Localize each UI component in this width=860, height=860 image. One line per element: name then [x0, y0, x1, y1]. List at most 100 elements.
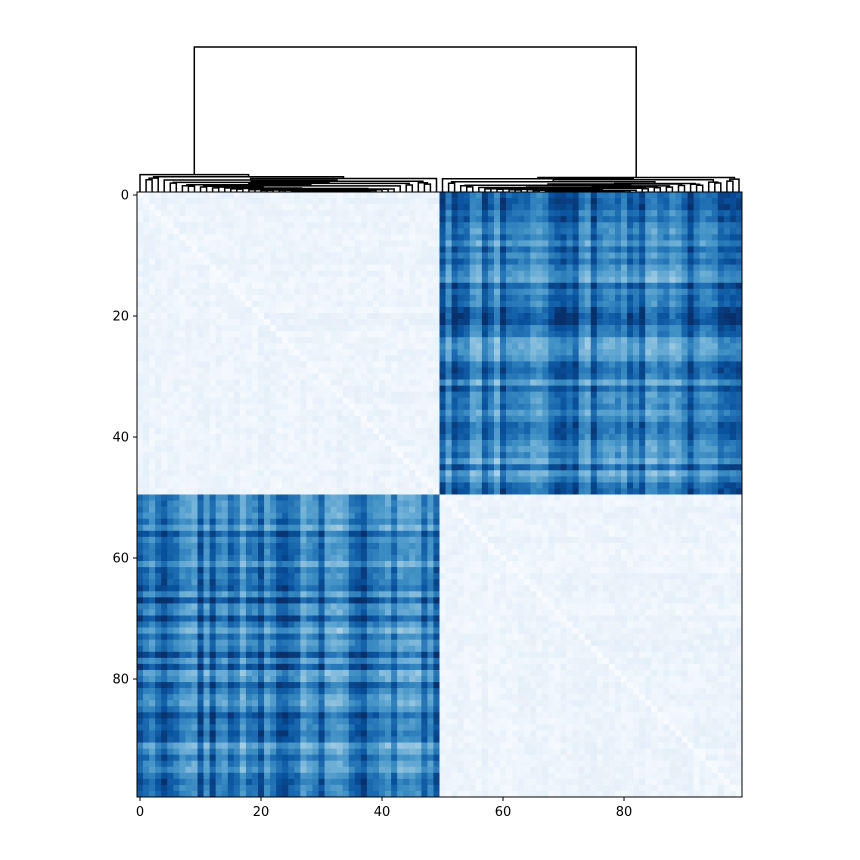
heatmap-cell: [185, 300, 192, 308]
heatmap-cell: [590, 361, 598, 368]
heatmap-cell: [372, 415, 380, 423]
heatmap-cell: [669, 458, 676, 465]
heatmap-cell: [282, 385, 289, 392]
heatmap-cell: [155, 397, 162, 405]
heatmap-cell: [705, 409, 713, 417]
heatmap-cell: [306, 373, 313, 380]
heatmap-cell: [530, 343, 537, 350]
heatmap-cell: [566, 355, 573, 362]
heatmap-cell: [391, 446, 398, 453]
heatmap-cell: [457, 434, 465, 441]
heatmap-cell: [258, 373, 265, 380]
heatmap-cell: [155, 361, 162, 368]
heatmap-cell: [227, 427, 235, 435]
heatmap-cell: [493, 264, 501, 271]
heatmap-cell: [506, 440, 513, 447]
heatmap-cell: [487, 264, 495, 271]
heatmap-cell: [493, 252, 501, 259]
heatmap-cell: [711, 313, 719, 320]
heatmap-cell: [385, 349, 392, 356]
heatmap-cell: [524, 349, 531, 356]
heatmap-cell: [717, 319, 725, 326]
heatmap-cell: [372, 373, 380, 380]
heatmap-cell: [258, 228, 265, 235]
heatmap-cell: [548, 313, 555, 320]
heatmap-cell: [161, 198, 168, 205]
heatmap-cell: [463, 343, 471, 350]
heatmap-cell: [391, 313, 398, 320]
heatmap-cell: [475, 282, 483, 290]
heatmap-cell: [282, 216, 289, 223]
heatmap-cell: [409, 464, 416, 471]
heatmap-cell: [330, 192, 337, 199]
heatmap-cell: [403, 452, 410, 459]
heatmap-cell: [669, 252, 676, 259]
heatmap-cell: [578, 198, 586, 205]
heatmap-cell: [318, 282, 325, 290]
heatmap-cell: [439, 367, 446, 374]
heatmap-cell: [155, 458, 162, 465]
heatmap-cell: [227, 355, 235, 362]
heatmap-cell: [288, 192, 295, 199]
heatmap-cell: [258, 446, 265, 453]
heatmap-cell: [191, 464, 198, 471]
heatmap-cell: [294, 427, 301, 435]
heatmap-cell: [560, 421, 567, 429]
heatmap-cell: [542, 349, 549, 356]
heatmap-cell: [143, 252, 150, 259]
heatmap-cell: [705, 325, 713, 332]
heatmap-cell: [191, 343, 198, 350]
heatmap-cell: [566, 252, 573, 259]
heatmap-cell: [536, 270, 543, 278]
heatmap-cell: [614, 222, 622, 229]
heatmap-cell: [645, 464, 652, 471]
heatmap-cell: [723, 282, 731, 290]
heatmap-cell: [481, 258, 489, 265]
heatmap-cell: [681, 240, 688, 247]
heatmap-cell: [717, 427, 725, 435]
heatmap-cell: [627, 264, 634, 271]
heatmap-cell: [288, 240, 295, 247]
heatmap-cell: [203, 331, 210, 338]
heatmap-cell: [318, 325, 325, 332]
heatmap-cell: [669, 228, 676, 235]
heatmap-cell: [463, 331, 471, 338]
heatmap-cell: [608, 464, 616, 471]
heatmap-cell: [493, 325, 501, 332]
heatmap-cell: [457, 228, 465, 235]
heatmap-cell: [566, 192, 573, 199]
heatmap-cell: [723, 343, 731, 350]
heatmap-cell: [197, 476, 204, 483]
heatmap-cell: [524, 198, 531, 205]
heatmap-cell: [300, 440, 307, 447]
heatmap-cell: [723, 440, 731, 447]
heatmap-cell: [433, 476, 440, 483]
heatmap-cell: [294, 403, 301, 411]
heatmap-cell: [657, 482, 664, 489]
heatmap-cell: [457, 240, 465, 247]
heatmap-cell: [161, 415, 168, 423]
heatmap-cell: [245, 264, 253, 271]
heatmap-cell: [137, 355, 144, 362]
heatmap-cell: [233, 240, 241, 247]
heatmap-cell: [421, 421, 428, 429]
heatmap-cell: [602, 210, 610, 217]
heatmap-cell: [645, 210, 652, 217]
heatmap-cell: [542, 355, 549, 362]
heatmap-cell: [276, 361, 283, 368]
heatmap-cell: [681, 367, 688, 374]
heatmap-cell: [451, 349, 458, 356]
heatmap-cell: [608, 403, 616, 411]
heatmap-cell: [669, 270, 676, 278]
heatmap-cell: [487, 367, 495, 374]
heatmap-cell: [421, 361, 428, 368]
heatmap-cell: [379, 397, 386, 405]
heatmap-cell: [627, 349, 634, 356]
heatmap-cell: [258, 325, 265, 332]
heatmap-cell: [693, 470, 700, 477]
heatmap-cell: [324, 319, 331, 326]
heatmap-cell: [572, 246, 579, 253]
heatmap-cell: [530, 367, 537, 374]
heatmap-cell: [336, 270, 344, 278]
heatmap-cell: [149, 288, 156, 296]
